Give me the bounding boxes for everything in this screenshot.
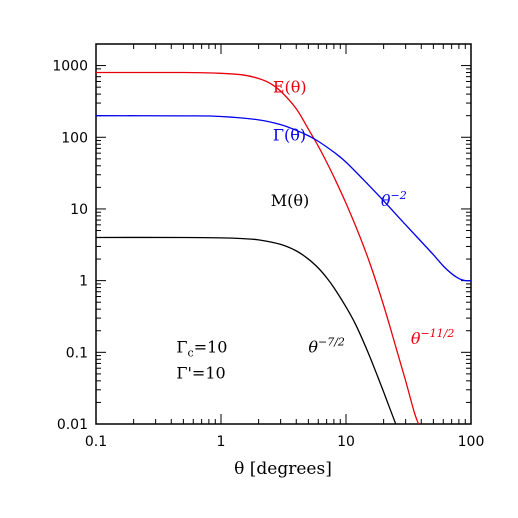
x-tick-label: 100: [458, 434, 485, 450]
series-line-0: [96, 71, 420, 424]
annotations: E(θ) Γ(θ) M(θ) θ−2 θ−11/2 θ−7/2 Γc=10 Γ'=10: [176, 78, 454, 383]
x-axis-label: θ [degrees]: [234, 459, 332, 479]
y-tick-label: 1000: [52, 59, 88, 75]
plot-frame: [95, 43, 472, 425]
annotation-gc: Γc=10: [176, 337, 227, 359]
series-line-1: [96, 115, 471, 282]
y-tick-label: 100: [61, 130, 88, 146]
annotation-pow112: θ−11/2: [411, 327, 455, 348]
annotation-gamma: Γ(θ): [273, 126, 306, 145]
series-line-2: [96, 236, 397, 424]
annotation-e: E(θ): [273, 78, 307, 97]
annotation-m: M(θ): [271, 191, 310, 210]
series-lines: [96, 71, 471, 424]
y-tick-label: 1: [79, 274, 88, 290]
x-tick-label: 1: [217, 434, 226, 450]
y-tick-label: 0.1: [66, 345, 88, 361]
y-tick-label: 0.01: [57, 417, 88, 433]
annotation-gp: Γ'=10: [176, 364, 225, 383]
annotation-pow2: θ−2: [381, 189, 407, 210]
annotation-pow72: θ−7/2: [308, 335, 345, 356]
x-tick-label: 0.1: [85, 434, 107, 450]
x-tick-label: 10: [337, 434, 355, 450]
axis-ticks: [95, 43, 472, 425]
y-tick-label: 10: [70, 202, 88, 218]
